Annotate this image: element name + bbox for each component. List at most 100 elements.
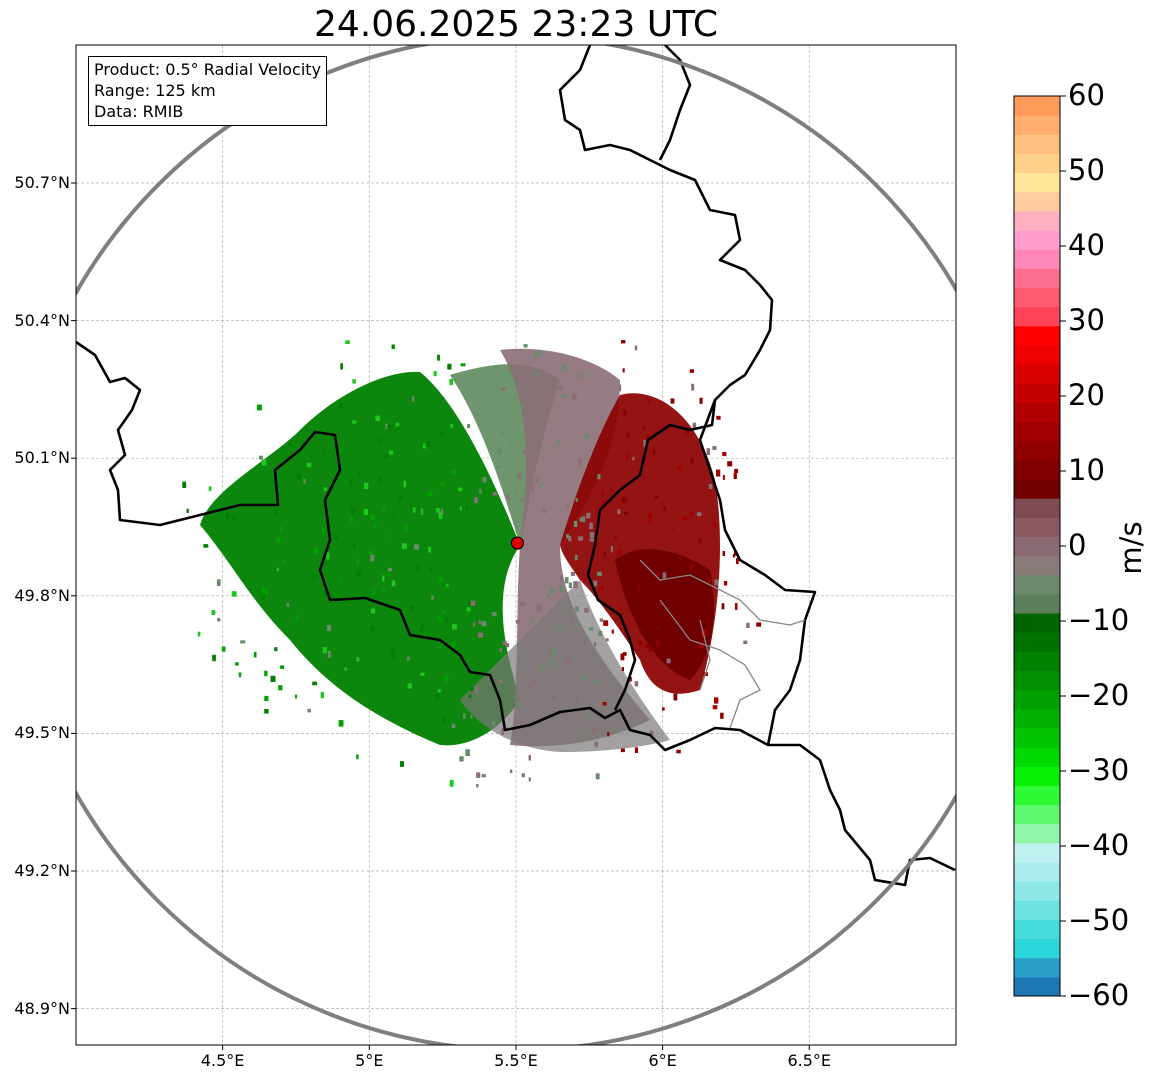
echo-speckle [620,748,625,753]
echo-speckle [560,574,564,581]
echo-speckle [276,537,281,542]
colorbar-segment [1014,823,1060,844]
echo-speckle [352,420,357,424]
echo-speckle [296,473,302,480]
admin-border-2 [659,599,761,729]
colorbar [1014,95,1066,997]
echo-speckle [679,556,683,561]
echo-speckle [597,571,602,576]
echo-speckle [463,713,466,719]
echo-speckle [465,749,470,757]
echo-speckle [570,571,575,576]
colorbar-segment [1014,383,1060,403]
colorbar-tick-label: 20 [1068,378,1105,412]
echo-speckle [712,522,717,528]
echo-speckle [474,497,478,504]
echo-speckle [442,716,446,722]
echo-speckle [645,644,649,649]
echo-speckle [276,567,280,572]
colorbar-frame [1013,95,1061,997]
echo-speckle [444,675,449,682]
echo-speckle [447,363,452,370]
echo-speckle [727,461,733,467]
echo-speckle [601,490,605,497]
echo-speckle [506,494,510,500]
echo-speckle [616,571,621,575]
colorbar-segment [1014,172,1060,193]
echo-speckle [677,465,682,470]
echo-speckle [562,393,567,399]
echo-speckle [327,650,331,658]
echo-speckle [280,665,285,669]
echo-speckle [197,631,201,637]
echo-speckle [550,588,555,594]
echo-speckle [401,543,407,549]
border-lux-germany-east [698,399,817,746]
echo-speckle [655,639,661,647]
echo-speckle [295,614,298,621]
colorbar-segment [1014,651,1060,671]
echo-speckle [444,585,449,589]
echo-speckle [398,494,402,501]
echo-speckle [352,379,356,384]
echo-speckle [275,509,278,515]
echo-speckle [451,723,456,729]
colorbar-segment [1014,478,1060,499]
echo-speckle [407,656,410,661]
echo-speckle [527,682,532,689]
echo-speckle [392,646,395,654]
echo-speckle [231,591,237,597]
colorbar-segment [1014,325,1060,346]
echo-speckle [238,672,242,678]
echo-speckle [597,474,601,480]
echo-speckle [429,566,433,572]
echo-speckle [320,692,324,699]
echo-speckle [552,659,556,666]
echo-speckle [542,509,547,513]
echo-speckle [349,480,353,487]
echo-speckle [622,497,627,504]
echo-speckle [350,516,353,523]
echo-speckle [391,580,396,587]
colorbar-tick-label: 0 [1068,528,1087,562]
echo-speckle [442,610,447,614]
echo-speckle [283,559,286,564]
echo-speckle [582,676,587,680]
colorbar-segment [1014,364,1060,384]
colorbar-segment [1014,421,1060,442]
echo-speckle [400,761,404,767]
echo-speckle [303,479,306,484]
colorbar-segment [1014,804,1060,825]
echo-speckle [257,404,262,411]
echo-speckle [720,712,724,719]
echo-speckle [392,513,396,518]
echo-speckle [264,709,269,714]
colorbar-segment [1014,498,1060,518]
echo-speckle [533,353,538,358]
echo-speckle [610,546,613,553]
echo-speckle [460,363,466,367]
echo-speckle [722,452,727,457]
echo-speckle [733,473,737,479]
echo-speckle [521,403,524,409]
echo-speckle [279,526,283,531]
echo-speckle [470,686,474,692]
echo-speckle [568,535,572,542]
echo-speckle [286,603,290,608]
echo-speckle [716,415,721,420]
echo-speckle [451,641,456,648]
echo-speckle [240,640,246,644]
echo-speckle [451,470,456,475]
colorbar-segment [1014,670,1060,691]
echo-speckle [208,486,212,492]
lon-tick-label: 4.5°E [200,1051,245,1070]
echo-speckle [288,443,293,447]
echo-speckle [541,664,546,670]
echo-speckle [599,618,604,622]
echo-speckle [519,721,523,728]
echo-speckle [523,449,526,454]
echo-speckle [438,576,444,582]
colorbar-segment [1014,689,1060,710]
echo-speckle [638,641,643,646]
product-info-box: Product: 0.5° Radial Velocity Range: 125… [88,56,328,126]
